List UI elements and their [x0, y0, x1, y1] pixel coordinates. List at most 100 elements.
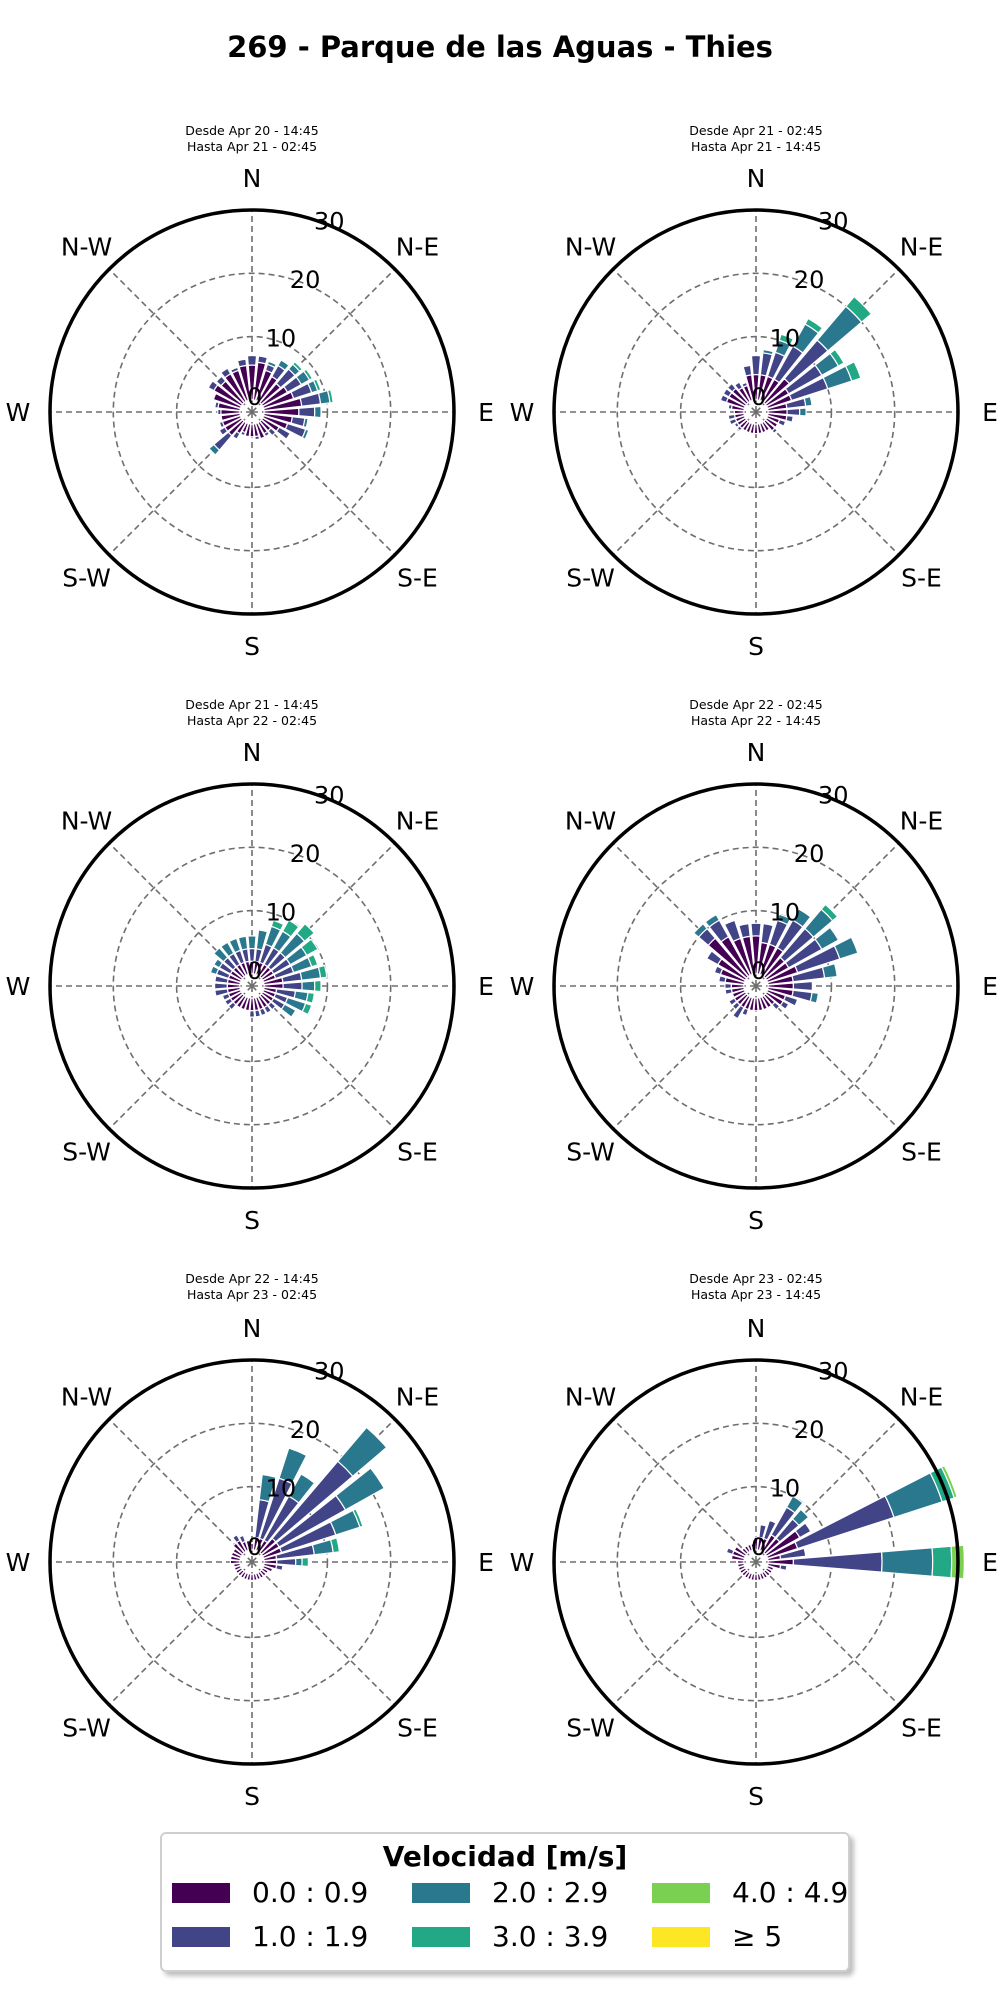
legend-swatch [652, 1882, 710, 1903]
petal-segment [750, 1572, 756, 1581]
outer-circle [552, 1358, 960, 1766]
petal-segment [287, 1473, 316, 1504]
petal-segment [692, 922, 708, 938]
petal-segment [258, 1007, 267, 1017]
petal-segment [733, 421, 740, 429]
petal-segment [254, 421, 266, 440]
petal-segment [731, 1001, 741, 1011]
petal-segment [207, 380, 219, 392]
petal-segment [731, 1004, 745, 1020]
petal-segment [232, 1542, 245, 1555]
direction-label: W [510, 972, 535, 1001]
petal-segment [731, 988, 747, 999]
petal-segment [794, 1495, 895, 1550]
petal-segment [228, 937, 242, 954]
direction-label: S-W [62, 1137, 111, 1166]
petal-segment [728, 997, 738, 1007]
legend-label: 0.0 : 0.9 [252, 1876, 369, 1909]
grid-circle [112, 272, 392, 552]
petal-segment [239, 1570, 247, 1579]
petal-segment [280, 1003, 297, 1018]
legend-label: 2.0 : 2.9 [492, 1876, 609, 1909]
petal-segment [233, 1564, 243, 1572]
radial-tick-label: 10 [266, 1474, 297, 1502]
petal-segment [931, 1545, 953, 1579]
petal-segment [723, 919, 742, 943]
petal-segment [300, 938, 319, 957]
outer-circle [48, 782, 456, 1190]
petal-segment [247, 935, 257, 950]
direction-label: N [243, 164, 262, 193]
petal-segment [741, 1569, 749, 1577]
direction-label: W [510, 398, 535, 427]
petal-segment [302, 368, 314, 381]
petal-segment [741, 1007, 750, 1017]
radial-tick-label: 0 [751, 383, 766, 411]
legend-label: 4.0 : 4.9 [732, 1876, 849, 1909]
subtitle-line: Hasta Apr 22 - 14:45 [691, 713, 821, 728]
petal-segment [246, 1572, 252, 1581]
petal-segment [278, 1447, 308, 1485]
legend-swatch [412, 1882, 470, 1903]
petal-segment [745, 421, 754, 434]
direction-label: N [243, 1314, 262, 1343]
direction-label: S [244, 1782, 260, 1811]
petal-segment [845, 295, 873, 323]
petal-segment [829, 348, 845, 367]
subtitle-line: Hasta Apr 23 - 02:45 [187, 1287, 317, 1302]
direction-label: S-E [397, 563, 438, 592]
petal-segment [214, 975, 229, 984]
petal-segment [776, 913, 792, 926]
radial-tick-label: 0 [247, 957, 262, 985]
petal-segment [749, 422, 756, 435]
direction-label: N-W [565, 807, 616, 836]
direction-label: N-W [61, 233, 112, 262]
petal-segment [298, 406, 316, 418]
legend-label: 1.0 : 1.9 [252, 1920, 369, 1953]
petal-segment [254, 1571, 262, 1581]
direction-label: W [510, 1548, 535, 1577]
petal-segment [249, 423, 255, 438]
radial-tick-label: 10 [266, 324, 297, 352]
petal-segment [809, 991, 819, 1004]
petal-segment [313, 979, 322, 993]
legend-swatch [412, 1926, 470, 1947]
direction-label: S-E [901, 563, 942, 592]
petal-segment [254, 435, 261, 441]
grid-spoke [251, 411, 396, 556]
radial-tick-label: 0 [751, 1533, 766, 1561]
radial-tick-label: 10 [770, 324, 801, 352]
petal-segment [213, 982, 228, 990]
petal-segment [270, 919, 285, 931]
grid-spoke [612, 411, 757, 556]
petal-segment [814, 926, 840, 951]
petal-segment [713, 965, 724, 976]
petal-segment [746, 1571, 754, 1581]
petal-segment [738, 923, 751, 939]
petal-segment [758, 1524, 767, 1539]
petal-segment [771, 427, 779, 435]
petal-segment [750, 922, 762, 937]
direction-label: E [982, 972, 998, 1001]
legend-item: 1.0 : 1.9 [172, 1920, 368, 1953]
petal-segment [761, 1570, 769, 1579]
petal-segment [301, 980, 316, 992]
petal-segment [282, 981, 303, 991]
grid-circle [112, 1422, 392, 1702]
direction-label: E [478, 1548, 494, 1577]
grid-spoke [612, 1418, 757, 1563]
petal-segment [753, 1573, 759, 1582]
petal-segment [215, 375, 227, 387]
petal-segment [220, 412, 242, 422]
grid-spoke [612, 1561, 757, 1706]
radial-tick-label: 30 [818, 1357, 849, 1385]
petal-segment [229, 366, 240, 374]
radial-tick-label: 30 [818, 781, 849, 809]
petal-segment [235, 994, 247, 1009]
radial-tick-label: 0 [247, 383, 262, 411]
legend-item: 2.0 : 2.9 [412, 1876, 608, 1909]
subtitle-line: Desde Apr 22 - 14:45 [185, 1271, 318, 1286]
outer-circle [48, 208, 456, 616]
radial-tick-label: 20 [290, 1416, 321, 1444]
petal-segment [263, 430, 271, 438]
